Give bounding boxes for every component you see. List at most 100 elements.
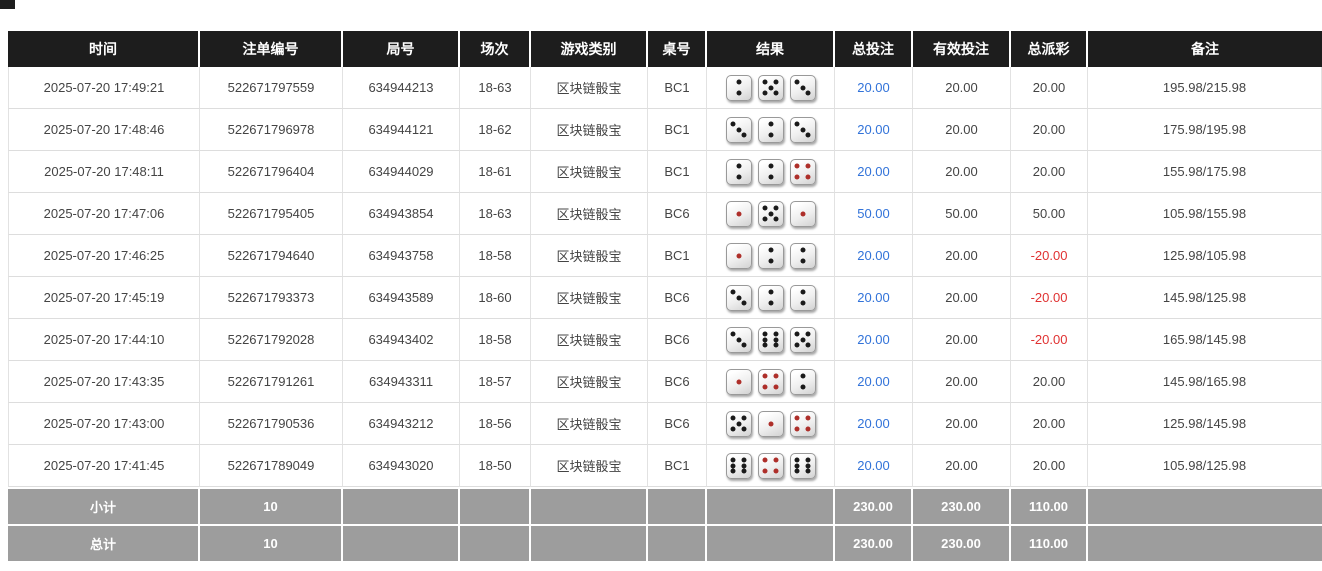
cell-total-payout: -20.00: [1011, 319, 1088, 361]
footer-empty-game-type: [531, 524, 648, 561]
footer-valid-bet: 230.00: [913, 487, 1011, 524]
cell-valid-bet: 20.00: [913, 109, 1011, 151]
cell-game-type: 区块链骰宝: [531, 193, 648, 235]
cell-total-bet[interactable]: 20.00: [835, 445, 913, 487]
footer-empty-game-type: [531, 487, 648, 524]
top-left-fragment: [0, 0, 15, 9]
cell-bet-number: 522671792028: [200, 319, 343, 361]
cell-result: [707, 319, 835, 361]
cell-result: [707, 193, 835, 235]
cell-game-type: 区块链骰宝: [531, 445, 648, 487]
cell-game-type: 区块链骰宝: [531, 403, 648, 445]
cell-session: 18-60: [460, 277, 531, 319]
die-face-2: [725, 158, 752, 185]
cell-remark: 155.98/175.98: [1088, 151, 1322, 193]
cell-total-payout: 20.00: [1011, 445, 1088, 487]
cell-session: 18-63: [460, 193, 531, 235]
column-header-valid-bet: 有效投注: [913, 31, 1011, 67]
die-face-1: [725, 242, 752, 269]
cell-table-number: BC6: [648, 193, 707, 235]
cell-bet-number: 522671793373: [200, 277, 343, 319]
cell-session: 18-62: [460, 109, 531, 151]
die-face-3: [725, 326, 752, 353]
cell-total-bet[interactable]: 20.00: [835, 319, 913, 361]
cell-total-payout: -20.00: [1011, 277, 1088, 319]
cell-remark: 105.98/125.98: [1088, 445, 1322, 487]
footer-empty-round: [343, 487, 460, 524]
cell-round-number: 634943402: [343, 319, 460, 361]
cell-table-number: BC1: [648, 445, 707, 487]
table-row: 2025-07-20 17:43:00 522671790536 634943212…: [8, 403, 1322, 445]
table-row: 2025-07-20 17:48:11 522671796404 634944029…: [8, 151, 1322, 193]
column-header-bet-number: 注单编号: [200, 31, 343, 67]
footer-empty-session: [460, 524, 531, 561]
column-header-table-number: 桌号: [648, 31, 707, 67]
cell-remark: 125.98/145.98: [1088, 403, 1322, 445]
cell-total-bet[interactable]: 20.00: [835, 361, 913, 403]
cell-time: 2025-07-20 17:41:45: [8, 445, 200, 487]
cell-round-number: 634943758: [343, 235, 460, 277]
cell-table-number: BC6: [648, 403, 707, 445]
cell-session: 18-56: [460, 403, 531, 445]
cell-session: 18-58: [460, 235, 531, 277]
footer-empty-round: [343, 524, 460, 561]
table-row: 2025-07-20 17:44:10 522671792028 634943402…: [8, 319, 1322, 361]
cell-total-bet[interactable]: 50.00: [835, 193, 913, 235]
table-row: 2025-07-20 17:47:06 522671795405 634943854…: [8, 193, 1322, 235]
cell-total-bet[interactable]: 20.00: [835, 403, 913, 445]
cell-table-number: BC1: [648, 109, 707, 151]
cell-session: 18-63: [460, 67, 531, 109]
cell-total-payout: -20.00: [1011, 235, 1088, 277]
cell-total-payout: 20.00: [1011, 361, 1088, 403]
cell-valid-bet: 20.00: [913, 151, 1011, 193]
footer-empty-table-number: [648, 487, 707, 524]
cell-total-bet[interactable]: 20.00: [835, 109, 913, 151]
cell-total-bet[interactable]: 20.00: [835, 151, 913, 193]
cell-bet-number: 522671791261: [200, 361, 343, 403]
cell-result: [707, 361, 835, 403]
die-face-5: [757, 200, 784, 227]
cell-total-bet[interactable]: 20.00: [835, 235, 913, 277]
column-header-game-type: 游戏类别: [531, 31, 648, 67]
table-row: 2025-07-20 17:45:19 522671793373 634943589…: [8, 277, 1322, 319]
cell-time: 2025-07-20 17:48:11: [8, 151, 200, 193]
die-face-4: [757, 452, 784, 479]
cell-result: [707, 109, 835, 151]
footer-empty-result: [707, 524, 835, 561]
cell-result: [707, 445, 835, 487]
cell-bet-number: 522671789049: [200, 445, 343, 487]
cell-bet-number: 522671794640: [200, 235, 343, 277]
footer-total-payout: 110.00: [1011, 524, 1088, 561]
table-row: 2025-07-20 17:41:45 522671789049 634943020…: [8, 445, 1322, 487]
cell-remark: 145.98/125.98: [1088, 277, 1322, 319]
die-face-2: [757, 158, 784, 185]
cell-session: 18-61: [460, 151, 531, 193]
column-header-remark: 备注: [1088, 31, 1322, 67]
die-face-6: [789, 452, 816, 479]
cell-valid-bet: 20.00: [913, 319, 1011, 361]
footer-total-bet: 230.00: [835, 487, 913, 524]
die-face-4: [789, 410, 816, 437]
column-header-total-payout: 总派彩: [1011, 31, 1088, 67]
cell-round-number: 634943212: [343, 403, 460, 445]
cell-total-bet[interactable]: 20.00: [835, 277, 913, 319]
cell-session: 18-58: [460, 319, 531, 361]
cell-time: 2025-07-20 17:47:06: [8, 193, 200, 235]
cell-remark: 105.98/155.98: [1088, 193, 1322, 235]
cell-game-type: 区块链骰宝: [531, 67, 648, 109]
cell-remark: 165.98/145.98: [1088, 319, 1322, 361]
cell-time: 2025-07-20 17:46:25: [8, 235, 200, 277]
cell-game-type: 区块链骰宝: [531, 235, 648, 277]
cell-time: 2025-07-20 17:45:19: [8, 277, 200, 319]
footer-empty-table-number: [648, 524, 707, 561]
cell-table-number: BC1: [648, 67, 707, 109]
cell-round-number: 634943589: [343, 277, 460, 319]
column-header-result: 结果: [707, 31, 835, 67]
cell-total-bet[interactable]: 20.00: [835, 67, 913, 109]
die-face-5: [757, 74, 784, 101]
die-face-2: [789, 242, 816, 269]
cell-remark: 175.98/195.98: [1088, 109, 1322, 151]
die-face-5: [789, 326, 816, 353]
cell-game-type: 区块链骰宝: [531, 277, 648, 319]
cell-result: [707, 235, 835, 277]
